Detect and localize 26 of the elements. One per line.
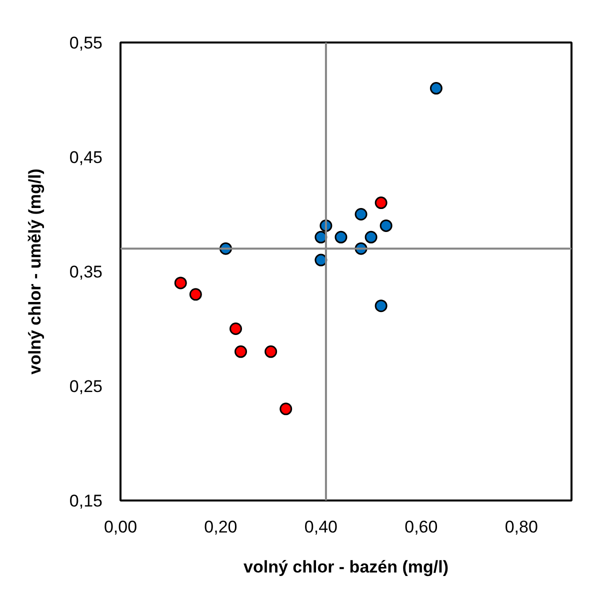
point	[314, 230, 328, 244]
point	[174, 276, 187, 290]
y-axis-title: volný chlor - umělý (mg/l)	[25, 168, 44, 374]
point	[230, 322, 242, 335]
point	[234, 345, 248, 358]
x-tick-label: 0,80	[504, 518, 538, 536]
x-axis-title: volný chlor - bazén (mg/l)	[244, 558, 448, 576]
y-tick-label: 0,45	[69, 148, 103, 167]
x-tick-label: 0,60	[404, 518, 438, 536]
x-tick-label: 0,00	[104, 518, 138, 536]
point	[380, 219, 392, 232]
y-tick-label: 0,55	[69, 34, 103, 52]
point	[334, 230, 348, 244]
y-tick-label: 0,25	[69, 377, 103, 396]
y-tick-label: 0,35	[69, 262, 103, 282]
point	[280, 402, 292, 416]
x-tick-label: 0,20	[204, 518, 238, 536]
x-tick-label: 0,40	[304, 518, 338, 536]
point	[374, 300, 388, 312]
y-tick-label: 0,15	[69, 492, 103, 510]
point	[364, 230, 378, 244]
point	[264, 345, 278, 358]
point	[189, 288, 202, 301]
point	[374, 196, 388, 210]
point	[354, 208, 368, 220]
point	[430, 82, 442, 95]
